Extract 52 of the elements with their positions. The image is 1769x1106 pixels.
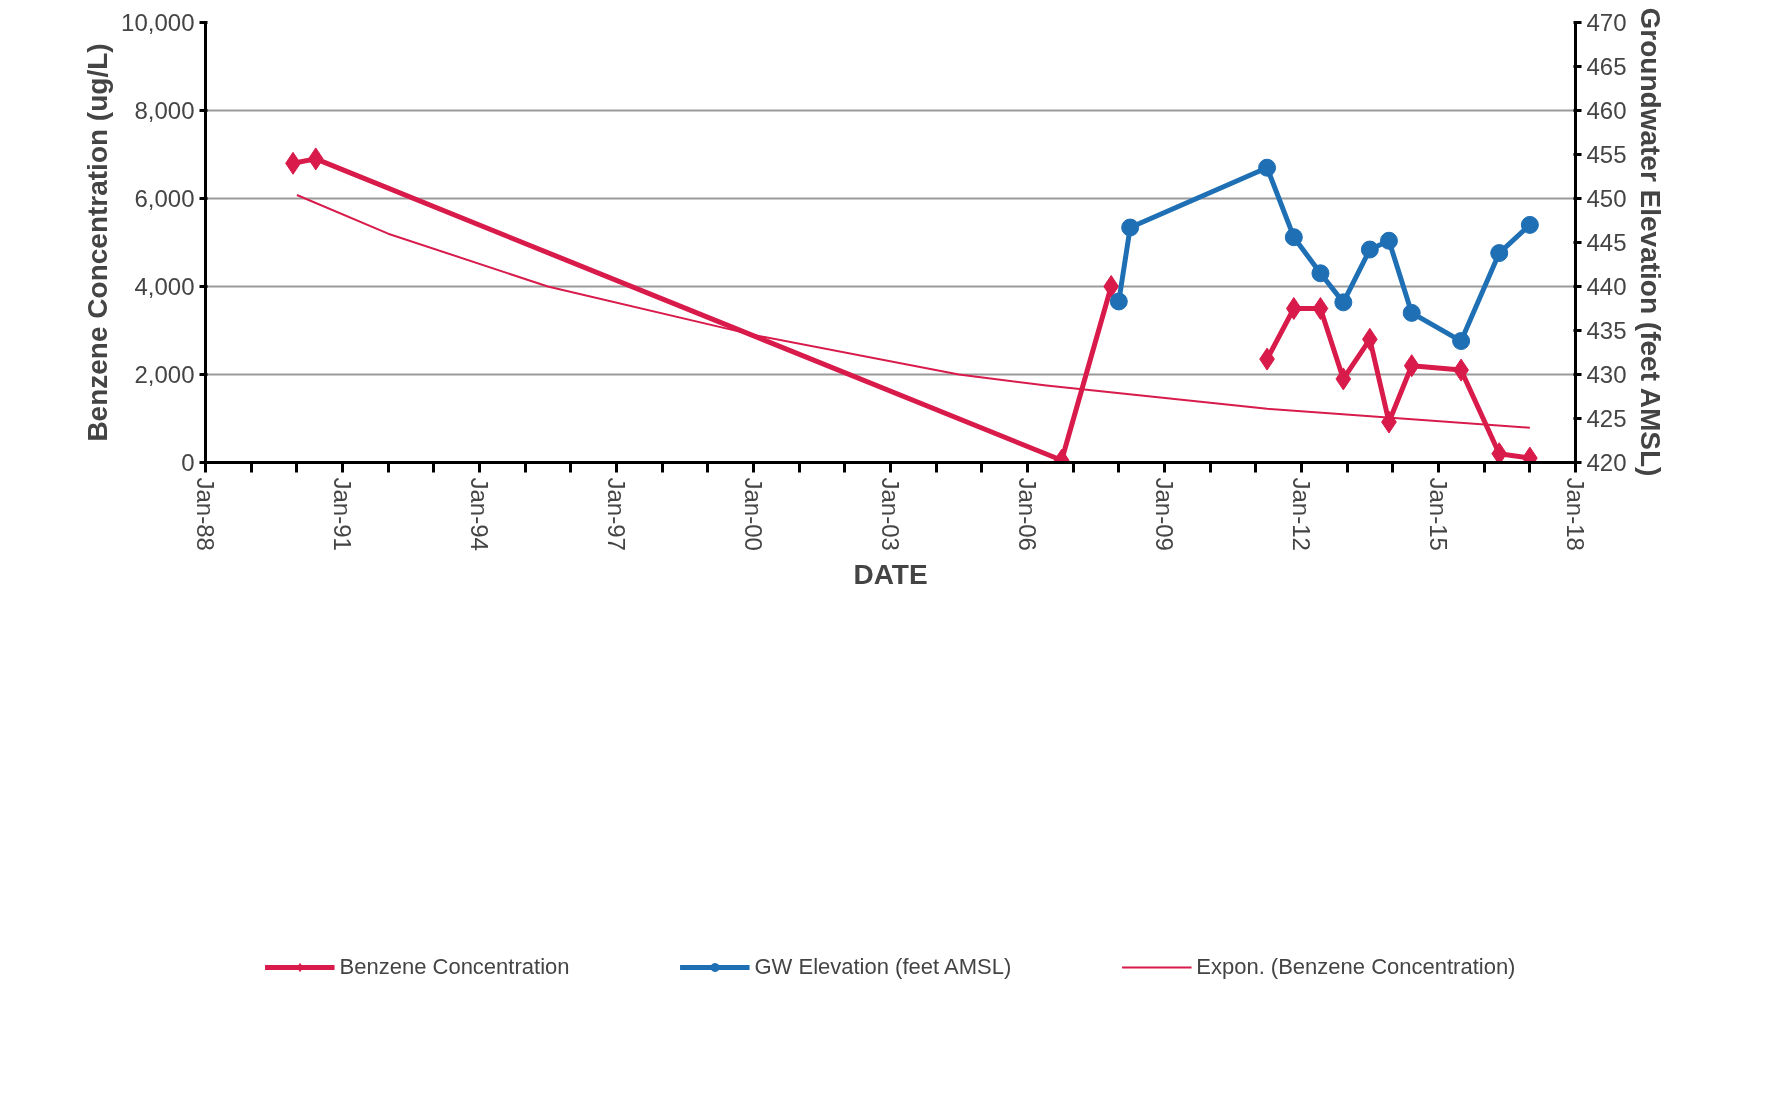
x-tick-label: Jan-15 [1424, 477, 1452, 551]
legend-label: GW Elevation (feet AMSL) [754, 953, 1012, 980]
point [307, 147, 324, 171]
point [1284, 228, 1303, 247]
y-tick-label: 0 [181, 449, 195, 476]
y2-tick-label: 460 [1586, 97, 1627, 124]
x-tick-label: Jan-00 [739, 477, 767, 551]
point [1311, 264, 1330, 283]
x-tick-label: Jan-91 [329, 477, 357, 551]
point [1379, 231, 1398, 250]
y-tick-label: 4,000 [134, 273, 195, 300]
y2-tick-label: 435 [1586, 317, 1627, 344]
x-tick-label: Jan-18 [1562, 477, 1589, 551]
y-tick-label: 8,000 [134, 97, 195, 124]
y2-tick-label: 440 [1586, 273, 1627, 300]
point [1109, 292, 1128, 311]
point [1285, 297, 1302, 320]
point [1402, 303, 1421, 322]
point [1335, 367, 1352, 391]
point [1360, 240, 1379, 259]
y2-tick-label: 445 [1586, 229, 1627, 256]
x-tick-label: Jan-09 [1151, 477, 1179, 551]
y2-tick-label: 450 [1586, 185, 1627, 212]
legend-label: Benzene Concentration [339, 953, 570, 980]
point [1491, 442, 1508, 463]
y-tick-label: 2,000 [134, 361, 195, 388]
point [1490, 244, 1509, 263]
legend-label: Expon. (Benzene Concentration) [1196, 953, 1516, 980]
y2-tick-label: 425 [1586, 405, 1627, 432]
y2-tick-label: 465 [1586, 53, 1627, 80]
point [1334, 293, 1353, 312]
point [1520, 215, 1539, 234]
y-tick-label: 10,000 [121, 9, 195, 36]
point [1312, 297, 1329, 320]
x-tick-label: Jan-94 [466, 477, 494, 551]
point [1258, 158, 1277, 177]
y-axis-title: Benzene Concentration (ug/L) [82, 43, 114, 442]
point [1121, 218, 1140, 237]
y2-tick-label: 455 [1586, 141, 1627, 168]
x-tick-label: Jan-12 [1287, 477, 1315, 551]
x-axis-title: DATE [853, 558, 928, 590]
y2-tick-label: 470 [1586, 9, 1627, 36]
x-tick-label: Jan-88 [192, 477, 219, 551]
y2-axis-title: Groundwater Elevation (feet AMSL) [1634, 7, 1666, 477]
point [1452, 332, 1471, 351]
x-tick-label: Jan-06 [1014, 477, 1042, 551]
point [1403, 354, 1420, 378]
y2-tick-label: 430 [1586, 361, 1627, 388]
x-tick-label: Jan-03 [877, 477, 904, 551]
y-tick-label: 6,000 [134, 185, 195, 212]
y2-tick-label: 420 [1586, 449, 1627, 476]
x-tick-label: Jan-97 [603, 477, 631, 551]
